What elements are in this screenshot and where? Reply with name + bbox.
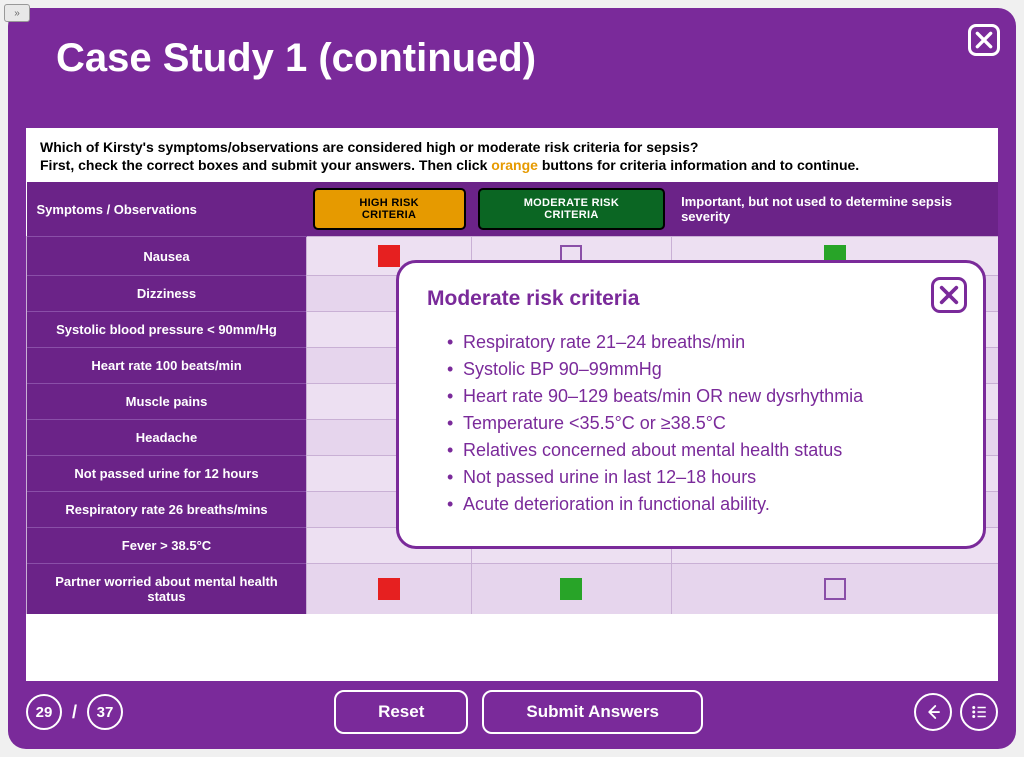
back-button[interactable] bbox=[914, 693, 952, 731]
submit-button[interactable]: Submit Answers bbox=[482, 690, 703, 734]
row-label: Fever > 38.5°C bbox=[27, 528, 307, 564]
close-icon bbox=[938, 284, 960, 306]
row-label: Not passed urine for 12 hours bbox=[27, 456, 307, 492]
moderate-risk-button[interactable]: MODERATE RISK CRITERIA bbox=[478, 188, 665, 230]
info-popup: Moderate risk criteria Respiratory rate … bbox=[396, 260, 986, 549]
col-header-symptoms: Symptoms / Observations bbox=[27, 182, 307, 237]
popup-list: Respiratory rate 21–24 breaths/minSystol… bbox=[427, 329, 955, 518]
list-item: Systolic BP 90–99mmHg bbox=[447, 356, 955, 383]
checkbox-cell bbox=[472, 564, 671, 615]
checkbox-cell bbox=[671, 564, 998, 615]
row-label: Respiratory rate 26 breaths/mins bbox=[27, 492, 307, 528]
checkbox[interactable] bbox=[824, 578, 846, 600]
checkbox[interactable] bbox=[378, 245, 400, 267]
question-line2a: First, check the correct boxes and submi… bbox=[40, 157, 491, 173]
table-row: Partner worried about mental health stat… bbox=[27, 564, 999, 615]
total-pages: 37 bbox=[87, 694, 123, 730]
expand-icon[interactable]: » bbox=[4, 4, 30, 22]
row-label: Headache bbox=[27, 420, 307, 456]
popup-close-button[interactable] bbox=[931, 277, 967, 313]
col-header-important: Important, but not used to determine sep… bbox=[671, 182, 998, 237]
list-icon bbox=[970, 703, 988, 721]
checkbox[interactable] bbox=[560, 578, 582, 600]
footer-bar: 29 / 37 Reset Submit Answers bbox=[26, 689, 998, 735]
row-label: Dizziness bbox=[27, 276, 307, 312]
list-item: Respiratory rate 21–24 breaths/min bbox=[447, 329, 955, 356]
row-label: Heart rate 100 beats/min bbox=[27, 348, 307, 384]
close-icon bbox=[974, 30, 994, 50]
reset-button[interactable]: Reset bbox=[334, 690, 468, 734]
arrow-left-icon bbox=[924, 703, 942, 721]
question-line1: Which of Kirsty's symptoms/observations … bbox=[40, 139, 698, 155]
page-title: Case Study 1 (continued) bbox=[8, 8, 1016, 101]
menu-button[interactable] bbox=[960, 693, 998, 731]
content-panel: Which of Kirsty's symptoms/observations … bbox=[26, 128, 998, 681]
list-item: Not passed urine in last 12–18 hours bbox=[447, 464, 955, 491]
page-indicator: 29 / 37 bbox=[26, 694, 123, 730]
question-orange: orange bbox=[491, 157, 538, 173]
main-frame: Case Study 1 (continued) Which of Kirsty… bbox=[8, 8, 1016, 749]
popup-title: Moderate risk criteria bbox=[427, 287, 955, 311]
list-item: Temperature <35.5°C or ≥38.5°C bbox=[447, 410, 955, 437]
list-item: Heart rate 90–129 beats/min OR new dysrh… bbox=[447, 383, 955, 410]
checkbox-cell bbox=[307, 564, 472, 615]
checkbox[interactable] bbox=[378, 578, 400, 600]
current-page: 29 bbox=[26, 694, 62, 730]
page-separator: / bbox=[72, 702, 77, 723]
row-label: Systolic blood pressure < 90mm/Hg bbox=[27, 312, 307, 348]
row-label: Muscle pains bbox=[27, 384, 307, 420]
row-label: Nausea bbox=[27, 237, 307, 276]
list-item: Acute deterioration in functional abilit… bbox=[447, 491, 955, 518]
question-line2b: buttons for criteria information and to … bbox=[538, 157, 859, 173]
high-risk-button[interactable]: HIGH RISK CRITERIA bbox=[313, 188, 466, 230]
close-button[interactable] bbox=[968, 24, 1000, 56]
row-label: Partner worried about mental health stat… bbox=[27, 564, 307, 615]
list-item: Relatives concerned about mental health … bbox=[447, 437, 955, 464]
question-text: Which of Kirsty's symptoms/observations … bbox=[26, 128, 998, 182]
